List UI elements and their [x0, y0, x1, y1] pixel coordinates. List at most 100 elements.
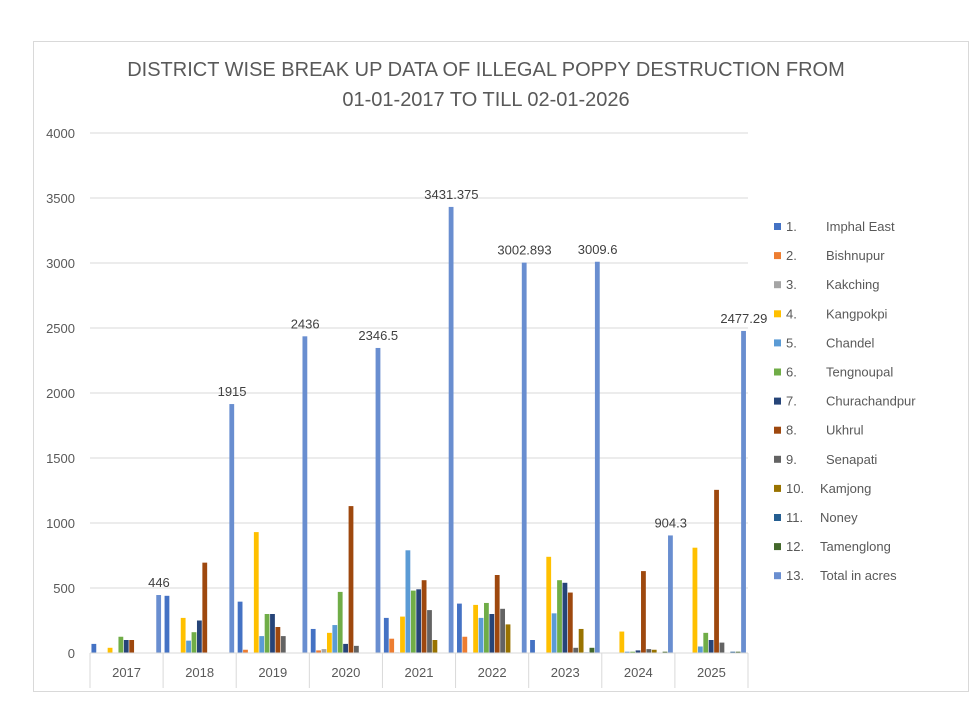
bar-bishnupur-2019: [243, 649, 248, 653]
data-label-total: 2346.5: [358, 328, 398, 343]
x-tick-label: 2019: [258, 665, 287, 680]
legend-item: 1. Imphal East: [774, 219, 895, 234]
bar-total-in-acres-2025: [741, 330, 746, 653]
bar-kakching-2020: [321, 649, 327, 653]
legend-item: 10. Kamjong: [774, 481, 871, 496]
legend-swatch: [774, 339, 781, 347]
y-tick-label: 3000: [46, 256, 75, 271]
bar-total-in-acres-2024: [668, 535, 673, 653]
bar-kamjong-2021: [432, 640, 438, 653]
bar-ukhrul-2018: [202, 562, 208, 653]
bar-tengnoupal-2017: [118, 636, 124, 653]
bar-kangpokpi-2022: [473, 604, 479, 653]
bar-bishnupur-2020: [316, 650, 321, 653]
legend-label: Noney: [820, 510, 858, 525]
bar-kangpokpi-2021: [400, 616, 405, 653]
chart-subtitle: 01-01-2017 TO TILL 02-01-2026: [342, 89, 629, 111]
bar-tengnoupal-2020: [337, 591, 343, 653]
x-tick-label: 2022: [478, 665, 507, 680]
bar-imphal-east-2018: [164, 595, 170, 653]
bar-tengnoupal-2024: [630, 651, 636, 653]
x-tick-label: 2024: [624, 665, 653, 680]
legend-label: Kamjong: [820, 481, 871, 496]
bar-kamjong-2024: [651, 649, 657, 653]
bar-ukhrul-2017: [129, 640, 135, 653]
legend-label: Churachandpur: [826, 394, 916, 409]
bar-kangpokpi-2024: [619, 631, 625, 653]
y-tick-label: 1500: [46, 451, 75, 466]
legend-index: 5.: [786, 335, 797, 350]
y-tick-label: 2500: [46, 321, 75, 336]
legend-label: Senapati: [826, 452, 877, 467]
bar-senapati-2021: [427, 610, 432, 653]
data-label-total: 3431.375: [424, 187, 478, 202]
legend-index: 10.: [786, 481, 804, 496]
bar-total-in-acres-2020: [375, 347, 381, 653]
bar-senapati-2023: [573, 647, 579, 653]
legend-swatch: [774, 397, 781, 405]
legend-label: Total in acres: [820, 568, 897, 583]
bar-chandel-2018: [186, 640, 191, 653]
bar-imphal-east-2020: [310, 628, 316, 653]
bar-chandel-2025: [697, 646, 703, 653]
bar-imphal-east-2023: [530, 640, 535, 653]
bar-chandel-2024: [624, 651, 630, 653]
chart-frame: [33, 41, 969, 692]
bar-tengnoupal-2022: [484, 602, 489, 653]
bar-ukhrul-2020: [348, 506, 354, 653]
legend-item: 13. Total in acres: [774, 568, 897, 583]
data-labels: 446 1915 2436 2346.5 3431.375 3002.893 3009.6 9…: [148, 187, 767, 590]
legend-swatch: [774, 223, 781, 230]
bar-senapati-2025: [719, 642, 725, 653]
bar-chandel-2023: [551, 613, 557, 653]
data-label-total: 904.3: [654, 515, 687, 530]
bar-ukhrul-2023: [567, 592, 573, 653]
legend-swatch: [774, 543, 781, 551]
legend-swatch: [774, 252, 781, 260]
bar-tengnoupal-2023: [557, 580, 562, 653]
legend-item: 11. Noney: [774, 510, 858, 525]
x-tick-label: 2018: [185, 665, 214, 680]
bar-senapati-2020: [353, 645, 359, 653]
y-tick-label: 4000: [46, 126, 75, 141]
bar-churachandpur-2025: [708, 640, 714, 653]
legend-index: 6.: [786, 365, 797, 380]
legend-index: 3.: [786, 277, 797, 292]
bar-total-in-acres-2023: [594, 261, 600, 653]
legend-index: 13.: [786, 568, 804, 583]
legend-index: 9.: [786, 452, 797, 467]
legend-label: Tengnoupal: [826, 365, 893, 380]
legend-item: 2. Bishnupur: [774, 248, 885, 263]
bar-churachandpur-2017: [123, 640, 129, 653]
legend-item: 9. Senapati: [774, 452, 877, 467]
legend-index: 7.: [786, 394, 797, 409]
data-label-total: 3002.893: [497, 243, 551, 258]
legend-swatch: [774, 572, 781, 580]
legend-label: Ukhrul: [826, 423, 864, 438]
legend-item: 3. Kakching: [774, 277, 879, 292]
legend-index: 12.: [786, 539, 804, 554]
legend-swatch: [774, 514, 781, 521]
y-tick-label: 1000: [46, 516, 75, 531]
bar-senapati-2024: [646, 649, 652, 653]
bar-kangpokpi-2017: [107, 647, 113, 653]
x-tick-label: 2020: [331, 665, 360, 680]
y-tick-label: 500: [53, 581, 75, 596]
bar-imphal-east-2021: [383, 617, 389, 653]
legend-item: 5. Chandel: [774, 335, 875, 350]
legend-label: Tamenglong: [820, 539, 891, 554]
bar-chandel-2019: [259, 636, 265, 653]
bar-bishnupur-2022: [462, 636, 468, 653]
bar-ukhrul-2025: [714, 489, 719, 653]
bar-kamjong-2023: [578, 628, 584, 653]
bar-ukhrul-2019: [275, 627, 281, 653]
x-tick-label: 2021: [405, 665, 434, 680]
legend-swatch: [774, 368, 781, 376]
bar-ukhrul-2022: [494, 575, 500, 653]
legend-index: 8.: [786, 423, 797, 438]
bar-churachandpur-2020: [343, 643, 348, 653]
legend-index: 11.: [786, 510, 803, 525]
x-tick-label: 2017: [112, 665, 141, 680]
legend-label: Imphal East: [826, 219, 895, 234]
data-label-total: 3009.6: [578, 242, 618, 257]
